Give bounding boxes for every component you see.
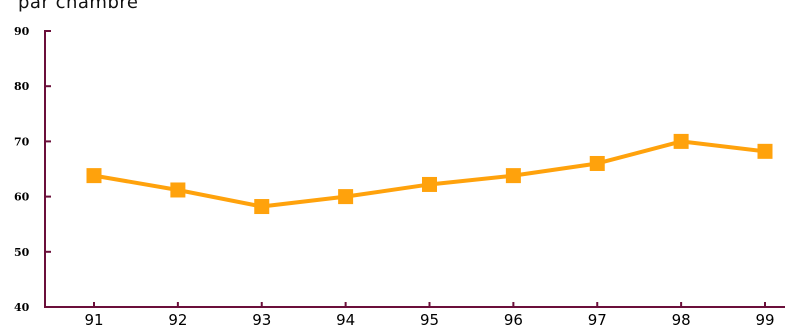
x-tick-label: 92 — [168, 311, 187, 327]
y-tick-label: 40 — [14, 301, 30, 314]
x-tick-label: 94 — [336, 311, 355, 327]
x-tick-label: 99 — [755, 311, 774, 327]
data-point-marker — [673, 133, 689, 149]
x-tick-label: 98 — [672, 311, 691, 327]
axes: 40 50 60 70 80 90 91 92 93 94 95 96 97 98 99 — [14, 25, 785, 327]
data-point-marker — [757, 143, 773, 159]
y-tick-label: 90 — [14, 25, 30, 38]
data-point-marker — [170, 182, 186, 198]
x-tick-label: 95 — [420, 311, 439, 327]
data-point-marker — [254, 199, 270, 215]
x-tick-label: 91 — [84, 311, 103, 327]
data-point-marker — [86, 168, 102, 184]
series-layer — [86, 133, 773, 215]
data-point-marker — [338, 189, 354, 205]
series-line — [93, 139, 766, 209]
x-tick-label: 93 — [252, 311, 271, 327]
data-point-marker — [505, 168, 521, 184]
chart-title: par chambre — [18, 0, 139, 13]
data-point-marker — [422, 176, 437, 192]
y-tick-label: 50 — [14, 246, 30, 259]
y-tick-label: 60 — [14, 191, 30, 204]
y-tick-label: 70 — [14, 135, 30, 148]
x-tick-label: 96 — [504, 311, 523, 327]
x-tick-label: 97 — [588, 311, 607, 327]
data-point-marker — [589, 155, 605, 171]
y-tick-label: 80 — [14, 80, 30, 93]
